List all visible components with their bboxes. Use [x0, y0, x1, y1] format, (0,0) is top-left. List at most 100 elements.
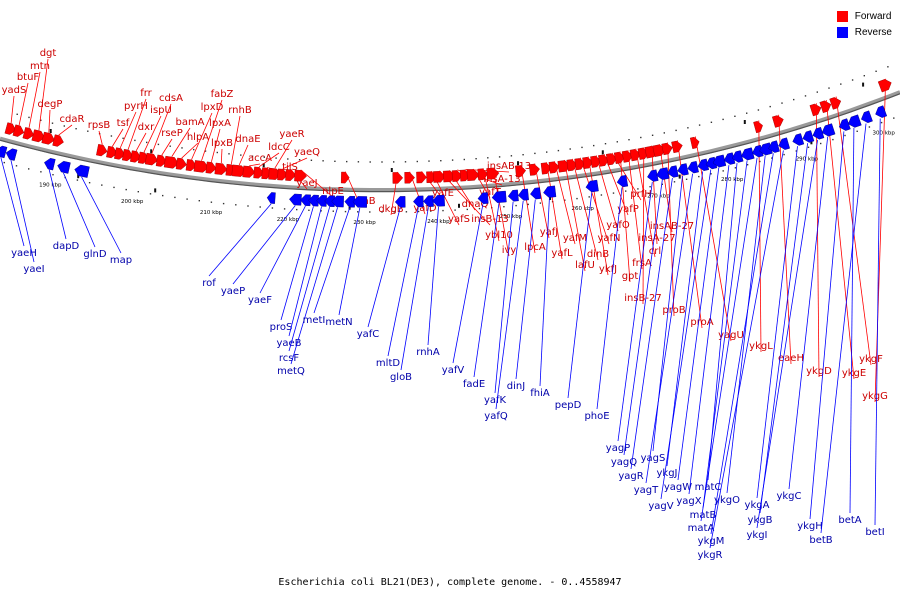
leader-beti	[874, 118, 881, 526]
gene-label-yaeb: yaeB	[276, 338, 301, 349]
leader-ivy	[492, 167, 510, 257]
leader-ykgi	[756, 139, 818, 529]
scale-dot	[162, 194, 164, 197]
gene-yagw	[712, 154, 727, 168]
gene-label-lpxa: lpxA	[209, 118, 231, 129]
gene-betb	[861, 110, 873, 123]
gene-label-yaeh: yaeH	[11, 248, 37, 259]
gene-pros	[308, 194, 319, 207]
scale-dot	[169, 145, 171, 147]
gene-cdar	[52, 134, 64, 147]
gene-ybl10	[477, 168, 489, 181]
gene-label-yagv: yagV	[648, 501, 673, 512]
scale-dot	[675, 129, 677, 132]
gene-label-glob: gloB	[390, 372, 412, 383]
feature-mark	[678, 174, 681, 179]
gene-label-eaeh: eaeH	[778, 353, 804, 364]
gene-label-insab-13: insAB-13	[487, 161, 531, 172]
scale-dot	[769, 105, 771, 108]
scale-dot	[466, 208, 468, 211]
scale-dot	[298, 159, 301, 161]
scale-dot	[125, 188, 127, 191]
gene-hlpa	[175, 157, 187, 170]
scale-dot	[405, 211, 408, 213]
scale-dot	[40, 119, 42, 121]
gene-dinj	[530, 187, 542, 200]
gene-label-yafm: yafM	[563, 233, 587, 244]
scale-dot	[416, 160, 418, 163]
scale-dot	[475, 158, 477, 160]
scale-dot	[734, 115, 736, 117]
leader-yafl	[546, 162, 563, 260]
scale-dot	[804, 95, 807, 97]
leader-yafm	[554, 161, 576, 245]
gene-ykgg	[877, 79, 892, 93]
scale-dot	[15, 165, 18, 167]
leader-yafv	[452, 204, 484, 364]
leader-tsf	[111, 128, 124, 147]
scale-dot	[832, 138, 834, 141]
scale-dot	[357, 211, 359, 213]
gene-bama	[163, 155, 179, 169]
gene-label-ykgj: ykgJ	[656, 468, 677, 479]
gene-ykgb	[802, 130, 815, 143]
leader-frsa	[627, 150, 643, 270]
gene-yaei	[5, 148, 18, 161]
scale-dot	[344, 210, 347, 213]
scale-dot	[863, 75, 865, 77]
scale-dot	[625, 190, 627, 192]
gene-matb	[741, 147, 755, 161]
scale-tick-label: 220 kbp	[277, 217, 300, 223]
leader-btuf	[18, 82, 29, 126]
gene-beti	[875, 105, 888, 118]
scale-dot	[393, 161, 395, 163]
gene-yagx	[723, 152, 736, 165]
scale-dot	[369, 161, 371, 163]
leader-fhia	[539, 197, 550, 387]
gene-dkgb	[392, 172, 404, 184]
gene-label-yagu: yagU	[718, 330, 744, 341]
gene-rof	[266, 192, 276, 204]
gene-yaep	[289, 193, 302, 206]
feature-mark	[154, 188, 157, 193]
scale-dot	[216, 151, 218, 154]
leader-mltd	[387, 207, 419, 357]
scale-dot	[308, 209, 310, 211]
scale-dot	[515, 204, 517, 207]
scale-dot	[557, 149, 560, 152]
gene-label-dgt: dgt	[40, 48, 57, 59]
leader-yafc	[367, 207, 401, 328]
leader-yaei	[10, 159, 35, 263]
gene-label-dinj: dinJ	[507, 381, 525, 392]
leader-rcsf	[288, 206, 330, 352]
scale-dot	[661, 183, 663, 185]
gene-label-ykgo: ykgO	[714, 495, 740, 506]
gene-yaef	[300, 194, 311, 207]
gene-label-insab-27: insAB-27	[650, 221, 694, 232]
gene-frsa	[621, 150, 634, 163]
gene-label-bama: bamA	[175, 117, 204, 128]
gene-ykgd	[809, 103, 822, 117]
scale-dot	[381, 211, 383, 213]
scale-dot	[851, 79, 854, 81]
gene-fade	[491, 190, 507, 203]
gene-ykgc	[821, 123, 836, 137]
leader-beta	[849, 127, 855, 514]
leader-dkgb	[390, 171, 399, 216]
leader-pepd	[567, 192, 593, 399]
leader-ykgh	[809, 131, 845, 520]
scale-dot	[840, 83, 842, 85]
gene-label-crl: crl	[649, 246, 661, 257]
gene-label-fade: fadE	[463, 379, 485, 390]
gene-label-yagq: yagQ	[611, 457, 637, 468]
scale-dot	[522, 154, 524, 156]
gene-label-meti: metI	[303, 315, 326, 326]
gene-label-ykfj: ykfJ	[599, 264, 617, 275]
gene-label-hlpa: hlpA	[187, 132, 209, 143]
gene-phoe	[616, 175, 629, 188]
scale-dot	[357, 161, 360, 163]
scale-dot	[75, 128, 77, 130]
gene-glnd	[57, 161, 71, 174]
scale-dot	[887, 66, 889, 68]
